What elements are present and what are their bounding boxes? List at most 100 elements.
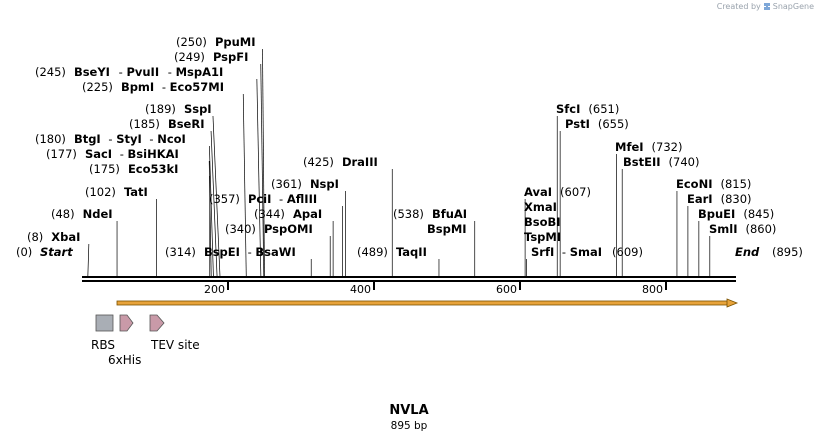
site-pos-avai: (607) — [560, 185, 591, 199]
site-name-pcii: PciI — [248, 192, 271, 206]
feature-6xhis-label: 6xHis — [108, 353, 141, 367]
cut-line-bseri — [210, 130, 218, 277]
site-label-bseyi-group[interactable]: (245) BseYI - PvuII - MspA1I — [35, 65, 223, 79]
site-pos-sspi: (189) — [145, 102, 176, 116]
site-name-apai: ApaI — [293, 207, 322, 221]
site-name-ppumi: PpuMI — [215, 35, 256, 49]
snapgene-logo-icon — [763, 2, 771, 11]
site-pos-bspei: (314) — [165, 245, 196, 259]
site-pos-bfuai: (538) — [393, 207, 424, 221]
site-label-bfuai[interactable]: (538) BfuAI — [393, 207, 467, 221]
orf-bar[interactable] — [116, 300, 730, 306]
site-label-bpuei[interactable]: BpuEI (845) — [698, 207, 774, 221]
site-label-tati[interactable]: (102) TatI — [85, 185, 148, 199]
site-pos-psti: (655) — [598, 117, 629, 131]
site-label-psppomi[interactable]: (340) PspOMI — [225, 222, 313, 236]
site-label-psti[interactable]: PstI (655) — [565, 117, 629, 131]
site-name-eco57mi: Eco57MI — [170, 80, 224, 94]
site-label-apai[interactable]: (344) ApaI — [254, 207, 322, 221]
site-name-ncoi: NcoI — [157, 132, 186, 146]
site-label-mfei[interactable]: MfeI (732) — [615, 140, 682, 154]
site-label-bspmi[interactable]: BspMI — [427, 222, 467, 236]
site-name-mfei: MfeI — [615, 140, 644, 154]
site-name-psppomi: PspOMI — [264, 222, 313, 236]
site-label-ndei[interactable]: (48) NdeI — [51, 207, 113, 221]
site-sep-2: - — [164, 65, 175, 79]
site-name-bsteii: BstEII — [623, 155, 661, 169]
site-label-bseri[interactable]: (185) BseRI — [129, 117, 204, 131]
feature-tev-site-label: TEV site — [150, 338, 200, 352]
site-name-draiii: DraIII — [342, 155, 378, 169]
site-label-btgi-group[interactable]: (180) BtgI - StyI - NcoI — [35, 132, 186, 146]
site-pos-ndei: (48) — [51, 207, 75, 221]
site-label-taqii[interactable]: (489) TaqII — [357, 245, 427, 259]
site-pos-draiii: (425) — [303, 155, 334, 169]
site-label-saci-group[interactable]: (177) SacI - BsiHKAI — [46, 147, 179, 161]
site-name-bfuai: BfuAI — [432, 207, 467, 221]
site-name-eco53ki: Eco53kI — [128, 162, 179, 176]
tick-600: 600 — [496, 282, 521, 296]
site-pos-sfci: (651) — [588, 102, 619, 116]
snapgene-credit: Created by SnapGene — [717, 2, 814, 11]
site-label-bspei-group[interactable]: (314) BspEI - BsaWI — [165, 245, 296, 259]
site-label-tspmi[interactable]: TspMI — [524, 230, 561, 244]
site-label-bsteii[interactable]: BstEII (740) — [623, 155, 699, 169]
site-label-pspfi[interactable]: (249) PspFI — [174, 50, 248, 64]
site-label-ppumi[interactable]: (250) PpuMI — [176, 35, 256, 49]
site-name-bseri: BseRI — [168, 117, 205, 131]
site-name-sspi: SspI — [184, 102, 212, 116]
site-sep-6: - — [116, 147, 127, 161]
site-label-eco53ki[interactable]: (175) Eco53kI — [89, 162, 178, 176]
site-label-bpmi-group[interactable]: (225) BpmI - Eco57MI — [82, 80, 224, 94]
site-pos-btgi: (180) — [35, 132, 66, 146]
site-pos-bseri: (185) — [129, 117, 160, 131]
site-name-smai: SmaI — [570, 245, 602, 259]
tick-800: 800 — [642, 282, 667, 296]
site-label-sspi[interactable]: (189) SspI — [145, 102, 212, 116]
site-name-afliii: AflIII — [287, 192, 317, 206]
cut-line-bpmi — [242, 93, 247, 277]
site-label-xbai[interactable]: (8) XbaI — [27, 230, 80, 244]
site-name-bseyi: BseYI — [74, 65, 110, 79]
cut-line-pspfi — [260, 63, 265, 277]
site-label-eari[interactable]: EarI (830) — [687, 192, 752, 206]
orf-arrowhead[interactable] — [726, 298, 739, 308]
site-label-draiii[interactable]: (425) DraIII — [303, 155, 378, 169]
site-pos-apai: (344) — [254, 207, 285, 221]
site-pos-xbai: (8) — [27, 230, 43, 244]
site-label-xmai[interactable]: XmaI — [524, 200, 557, 214]
orf-arrow[interactable] — [116, 298, 739, 308]
credit-brand: SnapGene — [772, 2, 814, 11]
site-pos-psppomi: (340) — [225, 222, 256, 236]
site-pos-bpmi: (225) — [82, 80, 113, 94]
site-label-smli[interactable]: SmlI (860) — [709, 222, 776, 236]
cut-site-lines — [87, 48, 711, 277]
site-name-mspa1i: MspA1I — [176, 65, 224, 79]
feature-rbs[interactable] — [95, 314, 114, 332]
site-label-sfci[interactable]: SfcI (651) — [556, 102, 619, 116]
site-pos-nspi: (361) — [271, 177, 302, 191]
site-pos-taqii: (489) — [357, 245, 388, 259]
site-label-pcii-group[interactable]: (357) PciI - AflIII — [209, 192, 317, 206]
site-pos-smli: (860) — [746, 222, 777, 236]
site-label-bsobi[interactable]: BsoBI — [524, 215, 561, 229]
site-name-ndei: NdeI — [83, 207, 113, 221]
site-pos-bpuei: (845) — [743, 207, 774, 221]
tick-800-label: 800 — [642, 283, 663, 296]
site-name-styi: StyI — [116, 132, 142, 146]
site-name-psti: PstI — [565, 117, 590, 131]
site-pos-eari: (830) — [721, 192, 752, 206]
site-label-srfi-group[interactable]: SrfI - SmaI (609) — [531, 245, 643, 259]
feature-6xhis[interactable] — [119, 314, 134, 332]
site-label-nspi[interactable]: (361) NspI — [271, 177, 339, 191]
site-label-econi[interactable]: EcoNI (815) — [676, 177, 751, 191]
site-pos-ppumi: (250) — [176, 35, 207, 49]
site-sep-1: - — [115, 65, 126, 79]
site-label-avai[interactable]: AvaI (607) — [524, 185, 591, 199]
feature-tev-site[interactable] — [149, 314, 165, 332]
cut-line-saci — [208, 160, 212, 277]
construct-name: NVLA — [389, 403, 429, 418]
site-name-smli: SmlI — [709, 222, 738, 236]
site-sep-8: - — [244, 245, 255, 259]
